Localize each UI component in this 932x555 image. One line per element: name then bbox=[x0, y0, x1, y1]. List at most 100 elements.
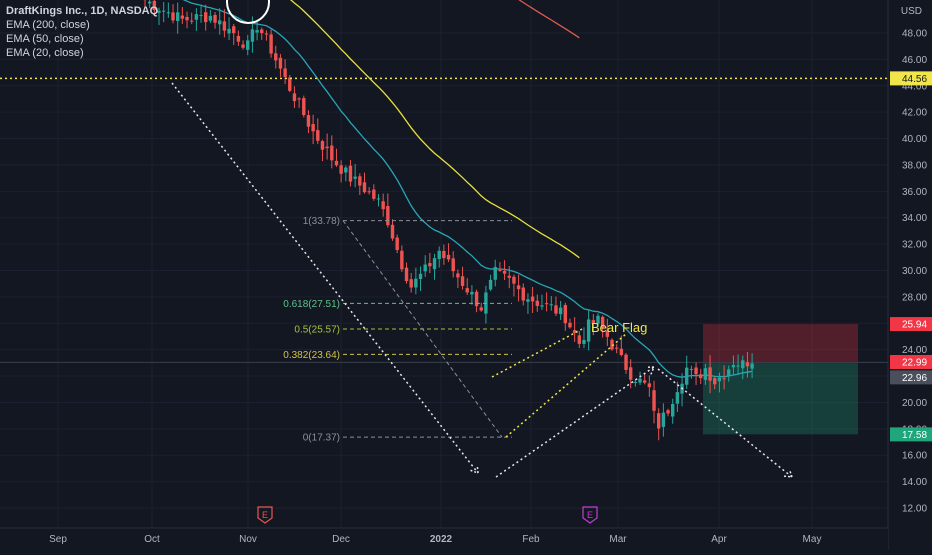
earnings-marker-label: E bbox=[587, 510, 593, 520]
candle-body bbox=[358, 176, 361, 185]
candle-body bbox=[494, 267, 497, 280]
price-badge-label: 44.56 bbox=[902, 74, 927, 85]
x-tick-label: May bbox=[803, 534, 822, 545]
candle-body bbox=[676, 392, 679, 404]
candle-body bbox=[732, 365, 735, 367]
x-tick-label: Dec bbox=[332, 534, 350, 545]
candle-body bbox=[438, 251, 441, 259]
candle-body bbox=[251, 29, 254, 41]
candle-body bbox=[171, 12, 174, 20]
candle-body bbox=[498, 270, 501, 271]
fib-level-label: 0.618(27.51) bbox=[283, 299, 340, 310]
x-tick-label: Feb bbox=[522, 534, 540, 545]
legend-ema-200[interactable]: EMA (200, close) bbox=[6, 18, 158, 32]
y-tick-label: 38.00 bbox=[902, 160, 927, 171]
candle-body bbox=[554, 305, 557, 313]
candle-body bbox=[395, 238, 398, 251]
candle-body bbox=[727, 369, 730, 376]
candle-body bbox=[699, 374, 702, 378]
candle-body bbox=[634, 382, 637, 383]
candle-body bbox=[353, 177, 356, 179]
candle-body bbox=[185, 17, 188, 20]
candle-body bbox=[288, 77, 291, 90]
fib-level-label: 0.5(25.57) bbox=[294, 324, 340, 335]
x-tick-label: 2022 bbox=[430, 534, 453, 545]
candle-body bbox=[213, 15, 216, 23]
symbol-title[interactable]: DraftKings Inc., 1D, NASDAQ bbox=[6, 4, 158, 18]
bear-flag-label: Bear Flag bbox=[591, 320, 647, 335]
candle-body bbox=[517, 285, 520, 289]
candle-body bbox=[237, 36, 240, 42]
candle-body bbox=[489, 280, 492, 290]
candle-body bbox=[302, 98, 305, 115]
legend-ema-50[interactable]: EMA (50, close) bbox=[6, 32, 158, 46]
x-tick-label: Sep bbox=[49, 534, 67, 545]
candle-body bbox=[279, 58, 282, 69]
candle-body bbox=[615, 348, 618, 349]
candle-body bbox=[199, 15, 202, 16]
candle-body bbox=[442, 251, 445, 258]
candle-body bbox=[587, 319, 590, 341]
x-tick-label: Mar bbox=[609, 534, 627, 545]
candle-body bbox=[204, 12, 207, 22]
candle-body bbox=[713, 378, 716, 384]
candle-body bbox=[447, 255, 450, 260]
fib-level-label: 0(17.37) bbox=[303, 433, 340, 444]
candle-body bbox=[293, 93, 296, 101]
candle-body bbox=[428, 263, 431, 266]
candle-body bbox=[167, 12, 170, 13]
y-tick-label: 12.00 bbox=[902, 504, 927, 515]
y-tick-label: 34.00 bbox=[902, 213, 927, 224]
candle-body bbox=[223, 21, 226, 30]
candle-body bbox=[405, 268, 408, 281]
candle-body bbox=[536, 301, 539, 306]
x-tick-label: Oct bbox=[144, 534, 160, 545]
price-badge-label: 22.99 bbox=[902, 357, 927, 368]
y-tick-label: 46.00 bbox=[902, 55, 927, 66]
y-tick-label: 14.00 bbox=[902, 477, 927, 488]
candle-body bbox=[209, 16, 212, 21]
candle-body bbox=[321, 141, 324, 150]
candle-body bbox=[671, 404, 674, 417]
candle-body bbox=[643, 380, 646, 382]
candle-body bbox=[564, 305, 567, 323]
candle-body bbox=[582, 340, 585, 344]
candle-body bbox=[694, 368, 697, 375]
legend-ema-20[interactable]: EMA (20, close) bbox=[6, 46, 158, 60]
chart-legend: DraftKings Inc., 1D, NASDAQ EMA (200, cl… bbox=[6, 4, 158, 60]
y-tick-label: 30.00 bbox=[902, 266, 927, 277]
candle-body bbox=[363, 182, 366, 192]
candle-body bbox=[452, 258, 455, 271]
candle-body bbox=[568, 323, 571, 328]
y-tick-label: 42.00 bbox=[902, 108, 927, 119]
candle-body bbox=[339, 165, 342, 174]
candle-body bbox=[218, 20, 221, 24]
candle-body bbox=[470, 292, 473, 295]
candle-body bbox=[176, 12, 179, 21]
currency-label[interactable]: USD bbox=[901, 6, 922, 17]
price-badge-label: 22.96 bbox=[902, 373, 927, 384]
fib-level-label: 0.382(23.64) bbox=[283, 350, 340, 361]
candle-body bbox=[316, 130, 319, 141]
candle-body bbox=[232, 26, 235, 33]
candle-body bbox=[480, 307, 483, 310]
y-tick-label: 36.00 bbox=[902, 187, 927, 198]
candle-body bbox=[475, 292, 478, 306]
candle-body bbox=[325, 147, 328, 149]
x-tick-label: Apr bbox=[711, 534, 727, 545]
candle-body bbox=[246, 40, 249, 49]
candle-body bbox=[704, 368, 707, 380]
candle-body bbox=[690, 369, 693, 370]
candle-body bbox=[550, 304, 553, 305]
candle-body bbox=[620, 349, 623, 355]
candle-body bbox=[311, 124, 314, 131]
y-tick-label: 20.00 bbox=[902, 398, 927, 409]
candle-body bbox=[255, 30, 258, 32]
price-badge-label: 25.94 bbox=[902, 320, 927, 331]
stop-loss-zone bbox=[703, 324, 858, 363]
candle-body bbox=[409, 279, 412, 287]
candle-body bbox=[559, 308, 562, 315]
candle-body bbox=[456, 273, 459, 277]
